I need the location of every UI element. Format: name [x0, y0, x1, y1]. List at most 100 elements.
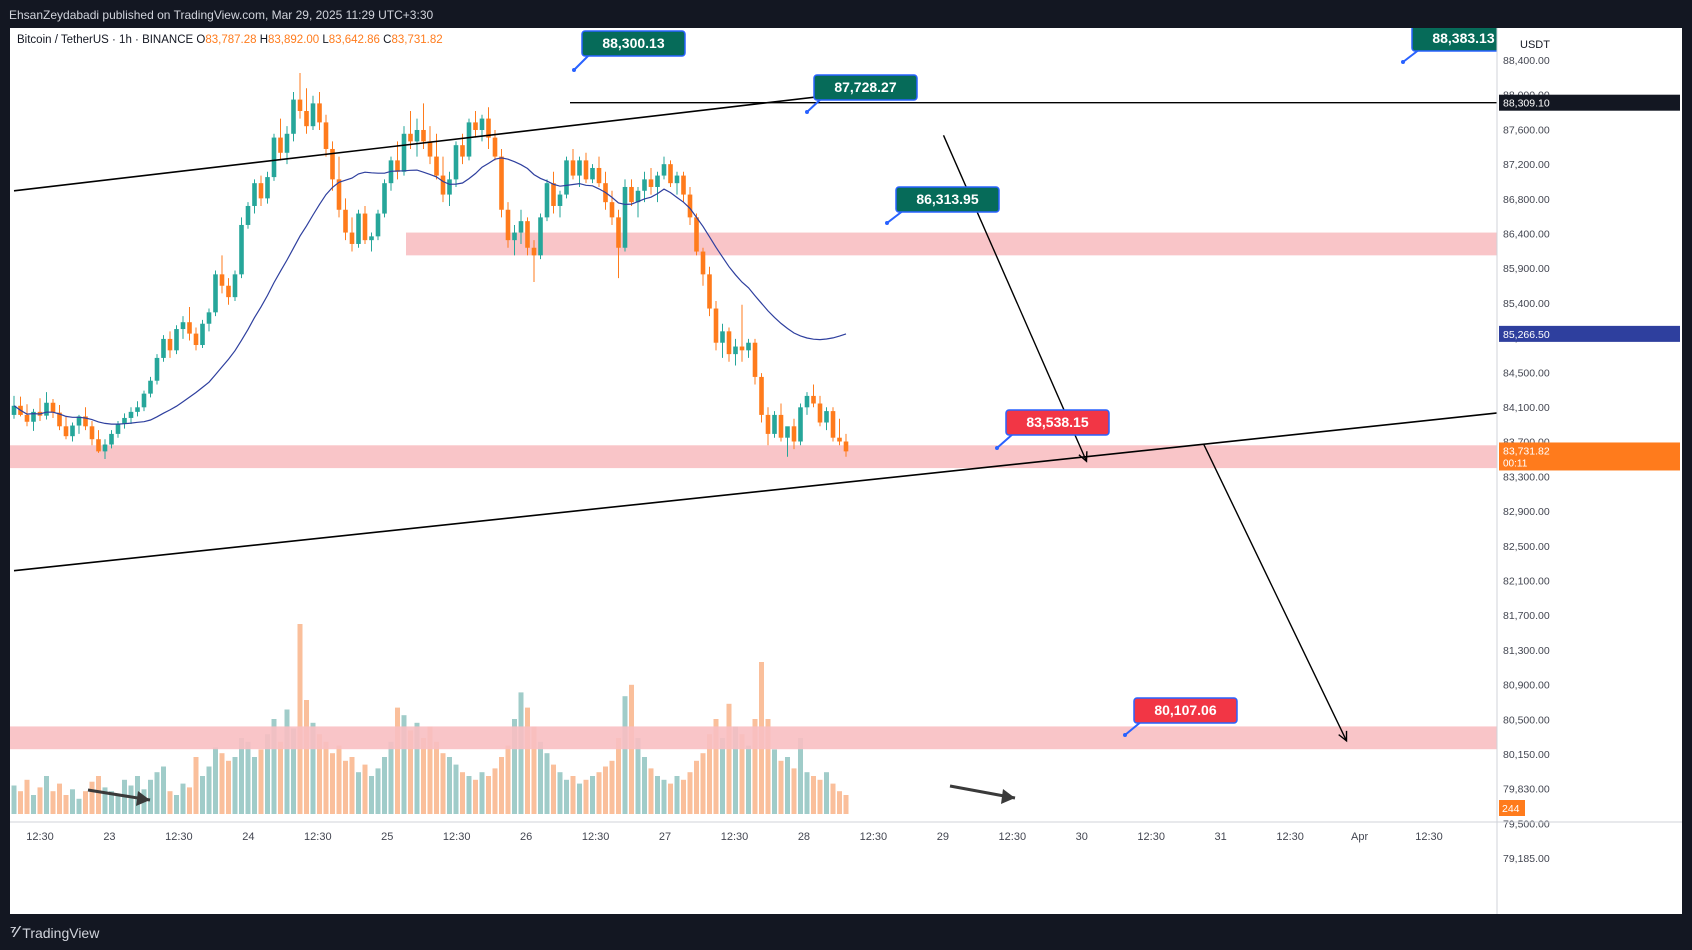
candle-body: [213, 274, 218, 313]
price-label-80107[interactable]: 80,107.06: [1154, 702, 1216, 718]
candle-body: [362, 213, 368, 241]
trendline-2[interactable]: [13, 409, 1523, 572]
projection-arrow-2[interactable]: [1202, 443, 1348, 742]
volume-bar: [245, 741, 251, 814]
volume-bar: [557, 772, 563, 814]
candle-body: [11, 405, 17, 415]
legend-high: 83,892.00: [268, 34, 322, 46]
candle-body: [369, 236, 374, 241]
volume-bar: [336, 745, 342, 814]
volume-bar: [609, 760, 615, 814]
tradingview-logo[interactable]: ⁷⁄ TradingView: [10, 924, 100, 941]
volume-bar: [661, 779, 667, 814]
candle-body: [564, 160, 569, 195]
price-label-box[interactable]: [581, 30, 686, 57]
volume-bar: [694, 760, 699, 814]
price-label-88300[interactable]: 88,300.13: [602, 35, 664, 51]
price-label-box[interactable]: [1133, 697, 1238, 724]
volume-bar: [375, 768, 381, 814]
price-label-86313[interactable]: 86,313.95: [916, 191, 978, 207]
volume-bar: [635, 738, 641, 814]
price-label-box[interactable]: [895, 186, 1000, 213]
volume-bar: [603, 766, 608, 814]
candle-body: [232, 274, 238, 298]
volume-badge[interactable]: [1499, 800, 1525, 816]
ma-price-badge[interactable]: [1499, 325, 1680, 342]
volume-bar: [726, 703, 732, 814]
price-tick: 79,830.00: [1503, 784, 1550, 796]
trendline-1[interactable]: [13, 85, 912, 192]
volume-bar: [564, 779, 569, 814]
candle-body: [50, 402, 56, 413]
volume-bar: [414, 722, 420, 814]
time-tick: 30: [1076, 831, 1088, 843]
price-label-87728[interactable]: 87,728.27: [834, 79, 896, 95]
volume-bar: [252, 757, 257, 814]
price-axis[interactable]: USDT88,400.0088,000.0087,600.0087,200.00…: [1496, 28, 1682, 914]
time-tick: 27: [659, 831, 671, 843]
candle-body: [629, 186, 634, 203]
time-tick: Apr: [1351, 831, 1368, 843]
candle-body: [349, 232, 355, 244]
last-price-badge[interactable]: [1499, 442, 1680, 471]
candlestick-chart[interactable]: 88,300.13 88,383.13 87,728.27 86,313.95 83,5…: [10, 28, 1682, 914]
candle-body: [486, 118, 491, 138]
candle-body: [817, 403, 823, 423]
volume-bar: [512, 719, 517, 814]
annotation-labels-layer[interactable]: 88,300.13 88,383.13 87,728.27 86,313.95 83,5…: [572, 28, 1516, 737]
candle-body: [648, 179, 654, 187]
legend-h-label: H: [260, 34, 268, 46]
candle-body: [694, 217, 699, 252]
candle-body: [226, 285, 231, 298]
volume-bar: [486, 776, 491, 814]
moving-average-line: [13, 157, 847, 425]
candle-body: [258, 183, 264, 199]
price-tick: 79,185.00: [1503, 853, 1550, 865]
price-tick: 82,100.00: [1503, 576, 1550, 588]
price-label-83538[interactable]: 83,538.15: [1026, 414, 1088, 430]
price-label-88383[interactable]: 88,383.13: [1432, 30, 1494, 46]
price-tick: 86,400.00: [1503, 229, 1550, 241]
candle-body: [76, 416, 82, 426]
level-price-badge[interactable]: [1499, 94, 1680, 111]
volume-bar: [258, 749, 264, 814]
candle-body: [837, 437, 842, 442]
candle-body: [505, 209, 511, 241]
volume-bar: [655, 776, 660, 814]
volume-bar: [89, 781, 95, 814]
candle-body: [63, 426, 69, 437]
volume-bar: [668, 783, 673, 814]
volume-bar: [37, 787, 43, 814]
price-label-box[interactable]: [813, 74, 918, 101]
price-tick: 82,500.00: [1503, 541, 1550, 553]
candle-body: [479, 118, 485, 130]
volume-bar: [570, 776, 576, 814]
volume-bar: [226, 760, 231, 814]
candle-body: [518, 221, 524, 233]
candle-body: [700, 251, 706, 275]
legend-l-label: L: [322, 34, 329, 46]
time-tick: 25: [381, 831, 393, 843]
arrow-head-icon: [1338, 730, 1348, 743]
candle-body: [70, 425, 75, 437]
candle-body: [89, 426, 95, 440]
time-tick: 12:30: [443, 831, 471, 843]
volume-bar: [583, 779, 589, 814]
volume-bar: [843, 795, 849, 814]
candle-body: [434, 156, 439, 176]
candle-body: [596, 167, 602, 184]
candle-body: [609, 202, 615, 218]
price-tick: 85,400.00: [1503, 298, 1550, 310]
candle-body: [122, 417, 127, 425]
time-axis[interactable]: 12:30 23 12:30 24 12:30 25 12:30 26 12:30 27 12:30…: [10, 821, 1682, 843]
candle-body: [167, 338, 173, 351]
drawings-layer[interactable]: [13, 85, 1523, 806]
legend-c-label: C: [383, 34, 391, 46]
arrow-head-icon: [136, 791, 150, 806]
volume-bar: [804, 772, 810, 814]
volume-bar: [369, 776, 374, 814]
support-zone-3: [10, 726, 1497, 750]
volume-bar: [752, 719, 758, 814]
volume-bar: [765, 719, 771, 814]
price-label-box[interactable]: [1005, 409, 1110, 436]
